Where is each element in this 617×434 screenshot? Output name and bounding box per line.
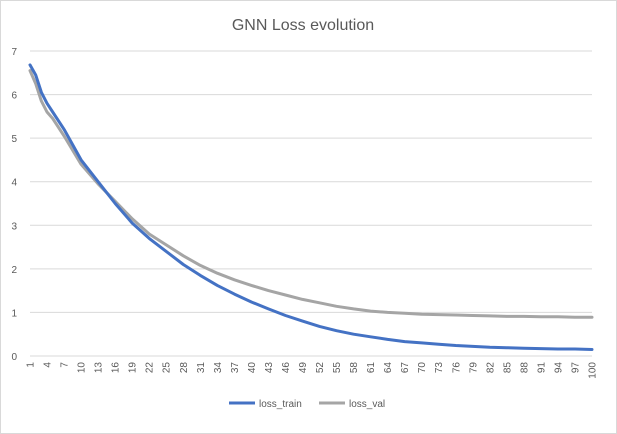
- x-tick-label: 64: [383, 362, 394, 374]
- x-tick-label: 46: [281, 362, 292, 374]
- y-tick-label: 6: [11, 91, 17, 102]
- x-tick-label: 100: [588, 362, 599, 379]
- x-tick-label: 58: [349, 362, 360, 374]
- y-tick-label: 7: [11, 47, 17, 58]
- y-tick-label: 5: [11, 134, 17, 145]
- y-tick-label: 0: [11, 352, 17, 363]
- x-tick-label: 82: [485, 362, 496, 374]
- x-tick-label: 31: [196, 362, 207, 374]
- x-tick-label: 85: [502, 362, 513, 374]
- y-tick-label: 4: [11, 178, 17, 189]
- y-tick-label: 2: [11, 265, 17, 276]
- x-tick-label: 70: [417, 362, 428, 374]
- x-tick-label: 76: [451, 362, 462, 374]
- x-tick-label: 22: [145, 362, 156, 374]
- x-tick-label: 4: [43, 362, 54, 368]
- y-axis-ticks: 0 1 2 3 4 5 6 7: [11, 47, 17, 363]
- legend-label-loss_val: loss_val: [349, 399, 385, 410]
- y-tick-label: 1: [11, 308, 17, 319]
- x-tick-label: 43: [264, 362, 275, 374]
- x-tick-label: 16: [111, 362, 122, 374]
- x-tick-label: 1: [26, 362, 37, 368]
- series-line-loss_train: [28, 63, 594, 351]
- x-tick-label: 25: [162, 362, 173, 374]
- x-tick-label: 7: [60, 362, 71, 368]
- x-tick-label: 67: [400, 362, 411, 374]
- gridlines: [30, 50, 592, 357]
- x-tick-label: 73: [434, 362, 445, 374]
- x-tick-label: 19: [128, 362, 139, 374]
- x-tick-label: 55: [332, 362, 343, 374]
- x-axis-ticks: 1 4 7 10 13 16 19 22 25 28 31 34 37 40 43 46 49 52 55 58 61 6…: [26, 362, 599, 379]
- series-line-loss_val: [28, 69, 594, 319]
- legend-label-loss_train: loss_train: [259, 399, 302, 410]
- chart-title: GNN Loss evolution: [232, 17, 374, 34]
- x-tick-label: 37: [230, 362, 241, 374]
- legend: loss_train loss_val: [229, 399, 385, 410]
- x-tick-label: 10: [77, 362, 88, 374]
- x-tick-label: 52: [315, 362, 326, 374]
- x-tick-label: 79: [468, 362, 479, 374]
- x-tick-label: 40: [247, 362, 258, 374]
- x-tick-label: 13: [94, 362, 105, 374]
- x-tick-label: 28: [179, 362, 190, 374]
- x-tick-label: 91: [536, 362, 547, 374]
- series-lines: [28, 63, 594, 351]
- x-tick-label: 49: [298, 362, 309, 374]
- x-tick-label: 94: [553, 362, 564, 374]
- y-tick-label: 3: [11, 221, 17, 232]
- x-tick-label: 88: [519, 362, 530, 374]
- x-tick-label: 61: [366, 362, 377, 374]
- x-tick-label: 97: [570, 362, 581, 374]
- x-tick-label: 34: [213, 362, 224, 374]
